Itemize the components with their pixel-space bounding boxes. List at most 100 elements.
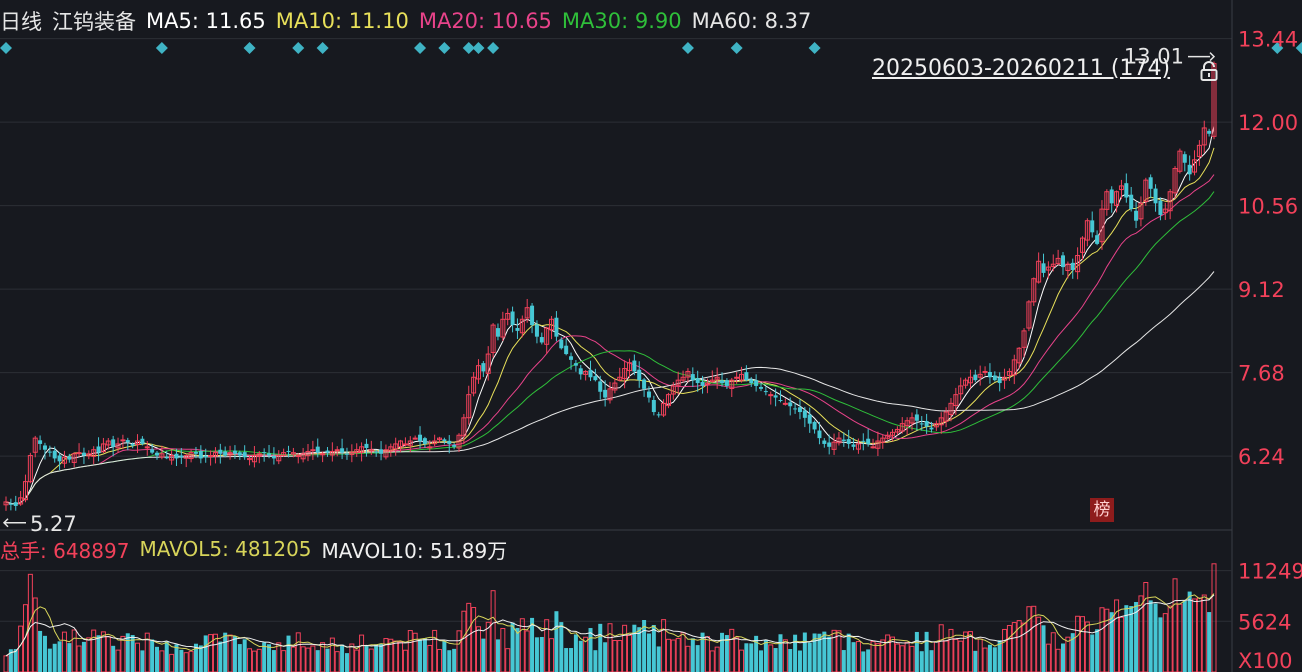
candle-body-up [388, 446, 394, 452]
volume-bar-up [1162, 613, 1168, 672]
candle-body-up [100, 443, 106, 453]
candle-body-down [573, 363, 578, 366]
volume-bar-up [427, 644, 433, 672]
volume-bar-up [709, 650, 715, 672]
candle-body-up [105, 440, 111, 446]
candle-body-down [130, 443, 135, 446]
candle-body-down [418, 434, 423, 442]
volume-bar-up [1099, 607, 1105, 672]
candle-body-up [963, 379, 969, 386]
candle-body-down [1061, 255, 1065, 268]
volume-bar-down [573, 634, 578, 672]
volume-bar-down [96, 635, 101, 672]
candle-body-up [1045, 266, 1051, 271]
candle-body-up [300, 453, 306, 460]
candle-body-up [247, 457, 253, 461]
candle-body-up [1211, 63, 1217, 137]
volume-bar-up [875, 643, 881, 672]
candle-body-down [812, 421, 817, 430]
volume-bar-up [471, 607, 477, 672]
candle-body-down [495, 328, 500, 337]
volume-bar-down [130, 635, 135, 672]
candle-body-up [305, 450, 311, 457]
candle-body-up [135, 440, 141, 445]
candle-body-up [359, 446, 365, 453]
volume-bar-up [276, 642, 282, 672]
volume-bar-down [929, 650, 934, 672]
volume-bar-up [714, 646, 720, 672]
ranking-badge[interactable]: 榜 [1090, 498, 1114, 522]
volume-bar-down [42, 635, 47, 672]
candle-body-down [564, 345, 569, 355]
candle-body-down [232, 450, 237, 454]
candle-body-down [13, 502, 18, 506]
candle-body-down [773, 395, 778, 398]
candle-body-up [1201, 127, 1207, 146]
candle-body-up [1050, 263, 1056, 267]
volume-bar-up [933, 641, 939, 672]
volume-bar-up [661, 619, 667, 672]
volume-bar-up [1075, 615, 1081, 672]
lock-icon[interactable] [1198, 60, 1220, 82]
candle-body-up [1114, 191, 1120, 206]
candle-body-up [500, 318, 506, 338]
candle-body-down [530, 305, 535, 326]
volume-bar-up [86, 637, 92, 672]
volume-bar-down [1158, 617, 1163, 672]
candle-body-down [164, 457, 169, 459]
volume-average-lines [5, 593, 1215, 657]
volume-bar-up [1055, 648, 1061, 672]
volume-bar-down [695, 645, 700, 672]
candle-body-up [329, 450, 335, 456]
axis-labels: 13.44 12.00 10.56 9.12 7.68 6.24 11249 5624 X100 [1238, 28, 1302, 672]
volume-bar-down [1129, 606, 1134, 672]
candle-body-down [651, 399, 656, 413]
volume-bar-down [203, 635, 208, 672]
volume-bar-down [38, 630, 43, 672]
volume-bar-down [866, 649, 871, 672]
candle-body-up [22, 481, 28, 501]
signal-diamond [243, 42, 256, 54]
candle-body-down [690, 374, 695, 381]
volume-bar-down [973, 650, 978, 672]
volume-bar-up [899, 645, 905, 672]
volume-bar-up [549, 638, 555, 672]
volume-bar-up [1045, 643, 1051, 672]
volume-bar-up [909, 645, 915, 672]
candle-body-down [700, 381, 705, 386]
volume-bar-up [982, 647, 988, 672]
volume-bar-down [1182, 600, 1187, 672]
candle-body-up [471, 376, 477, 394]
candle-body-up [61, 456, 67, 464]
total-volume-value: 648897 [53, 538, 130, 563]
candle-body-down [720, 380, 725, 384]
volume-bar-down [700, 632, 705, 672]
candle-body-down [827, 442, 832, 447]
volume-bar-down [530, 617, 535, 672]
candle-body-down [763, 391, 768, 393]
volume-bar-up [1002, 628, 1008, 672]
volume-bar-down [325, 648, 330, 672]
volume-bar-up [310, 645, 316, 672]
volume-bar-up [1211, 563, 1217, 672]
mavol10-value: 51.89万 [429, 538, 508, 563]
volume-bar-up [1201, 594, 1207, 672]
volume-bar-up [183, 652, 189, 672]
volume-bar-down [846, 633, 851, 672]
volume-bar-up [1114, 599, 1120, 672]
volume-bar-up [432, 629, 438, 672]
volume-bar-up [100, 631, 106, 672]
volume-bar-up [583, 636, 589, 672]
candle-body-up [115, 443, 121, 449]
volume-bar-down [569, 648, 574, 672]
candle-body-down [286, 450, 291, 452]
volume-bar-down [174, 644, 179, 672]
volume-bar-down [598, 623, 603, 672]
volume-bar-down [1153, 603, 1158, 672]
candle-body-down [866, 438, 871, 444]
candle-body-down [851, 444, 856, 447]
signal-diamond [316, 42, 329, 54]
candle-body-up [276, 455, 282, 462]
candle-body-down [822, 440, 827, 444]
date-range-label[interactable]: 20250603-20260211 (174) [872, 56, 1171, 81]
